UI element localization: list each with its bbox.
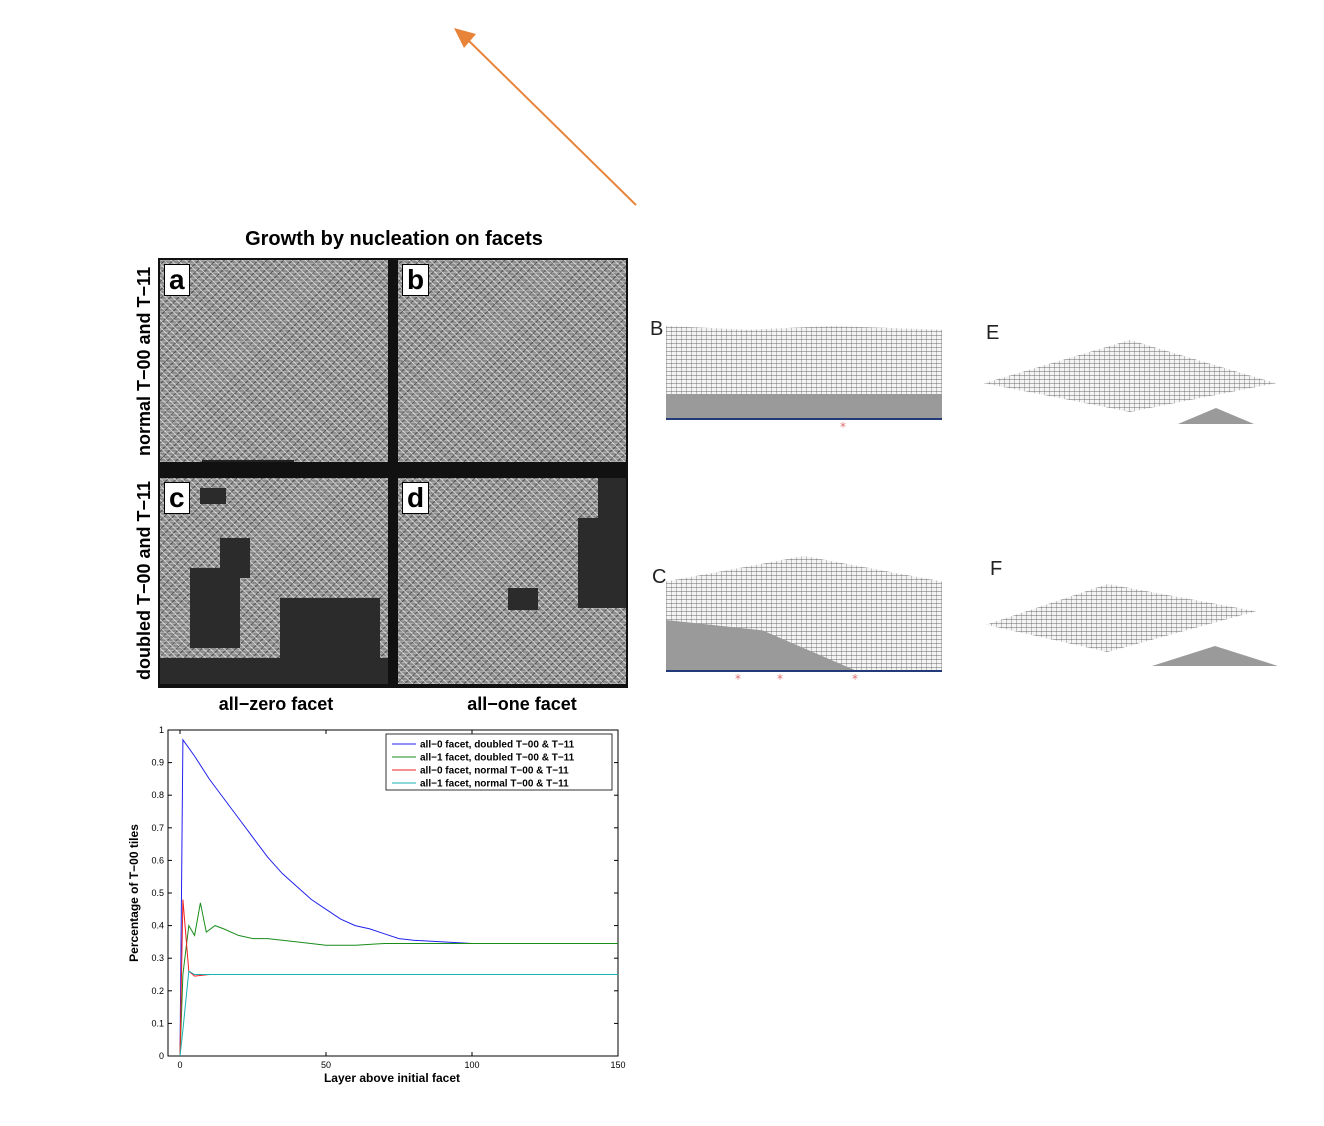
series-group: [179, 738, 618, 1057]
pointer-arrow: [454, 28, 637, 206]
simulation-e-inset: [1178, 408, 1254, 424]
dark-region: [578, 518, 626, 608]
legend-entry: all−0 facet, normal T−00 & T−11: [420, 766, 569, 777]
panel-label-b: b: [402, 264, 430, 296]
sim-label-f: F: [990, 558, 1003, 580]
y-axis: 0 0.1 0.2 0.3 0.4 0.5 0.6 0.7 0.8 0.9 1: [151, 725, 618, 1061]
line-chart: 00.10.20.30.40.50.60.70.80.91 0 50 100 150 …: [127, 725, 626, 1085]
panel-label-a: a: [164, 264, 190, 296]
y-tick-label: 0.2: [151, 986, 164, 996]
col-label-one: all−one facet: [467, 694, 577, 714]
nucleation-marker: *: [735, 672, 741, 686]
sim-label-b: B: [650, 318, 664, 340]
legend-entry: all−0 facet, doubled T−00 & T−11: [420, 740, 575, 751]
y-tick-label: 0.7: [151, 823, 164, 833]
y-tick-label: 0.5: [151, 888, 164, 898]
nucleation-marker: *: [777, 672, 783, 686]
x-tick-label: 50: [321, 1060, 331, 1070]
y-tick-label: 0.9: [151, 758, 164, 768]
simulation-e: [984, 340, 1276, 412]
series-line: [179, 899, 618, 1057]
y-tick-label: 0.6: [151, 855, 164, 865]
sim-label-c: C: [652, 566, 667, 588]
series-line: [179, 970, 618, 1057]
legend-entry: all−1 facet, doubled T−00 & T−11: [420, 753, 575, 764]
y-tick-label: 0.4: [151, 921, 164, 931]
x-tick-label: 150: [610, 1060, 625, 1070]
panel-grid: a b c d: [158, 258, 628, 688]
facet-baseline: [666, 670, 942, 672]
x-tick-label: 100: [464, 1060, 479, 1070]
legend-box: [385, 733, 613, 791]
row-label-doubled: doubled T−00 and T−11: [134, 480, 154, 680]
x-axis: 0 50 100 150: [177, 730, 626, 1070]
dark-region: [160, 658, 388, 684]
panel-b: b: [398, 260, 626, 462]
nucleation-marker: *: [840, 420, 846, 434]
legend-entry: all−1 facet, normal T−00 & T−11: [420, 779, 569, 790]
panel-d: d: [398, 478, 626, 684]
panel-c: c: [160, 478, 388, 684]
sim-label-e: E: [986, 322, 1000, 344]
dark-region: [200, 488, 226, 504]
row-label-normal: normal T−00 and T−11: [134, 266, 154, 456]
nucleation-marker: *: [852, 672, 858, 686]
dark-region: [190, 568, 240, 648]
series-line: [179, 902, 618, 1057]
simulation-c: [666, 556, 942, 672]
y-tick-label: 1: [159, 725, 164, 735]
x-axis-label: Layer above initial facet: [324, 1071, 460, 1085]
dark-region: [598, 478, 626, 522]
arrow-shaft: [467, 39, 637, 206]
legend: all−0 facet, doubled T−00 & T−11 all−1 fa…: [385, 733, 613, 791]
simulation-f: [986, 584, 1256, 652]
y-axis-label: Percentage of T−00 tiles: [127, 824, 141, 962]
legend-items: all−0 facet, doubled T−00 & T−11 all−1 fa…: [392, 740, 575, 790]
arrow-head: [454, 28, 476, 48]
y-tick-label: 0.8: [151, 790, 164, 800]
dark-region: [508, 588, 538, 610]
panel-label-d: d: [402, 482, 430, 514]
filled-region: [666, 620, 860, 672]
panel-label-c: c: [164, 482, 190, 514]
y-tick-label: 0: [159, 1051, 164, 1061]
simulation-f-inset: [1152, 646, 1278, 666]
filled-region: [666, 394, 942, 420]
y-tick-label: 0.3: [151, 953, 164, 963]
col-label-zero: all−zero facet: [218, 694, 334, 714]
y-tick-label: 0.1: [151, 1018, 164, 1028]
x-tick-label: 0: [177, 1060, 182, 1070]
simulation-b: [666, 326, 942, 420]
panel-a: a: [160, 260, 388, 462]
dark-region: [220, 538, 250, 578]
scale-bar: [202, 460, 294, 462]
facet-baseline: [666, 418, 942, 420]
figure-title: Growth by nucleation on facets: [245, 228, 543, 250]
